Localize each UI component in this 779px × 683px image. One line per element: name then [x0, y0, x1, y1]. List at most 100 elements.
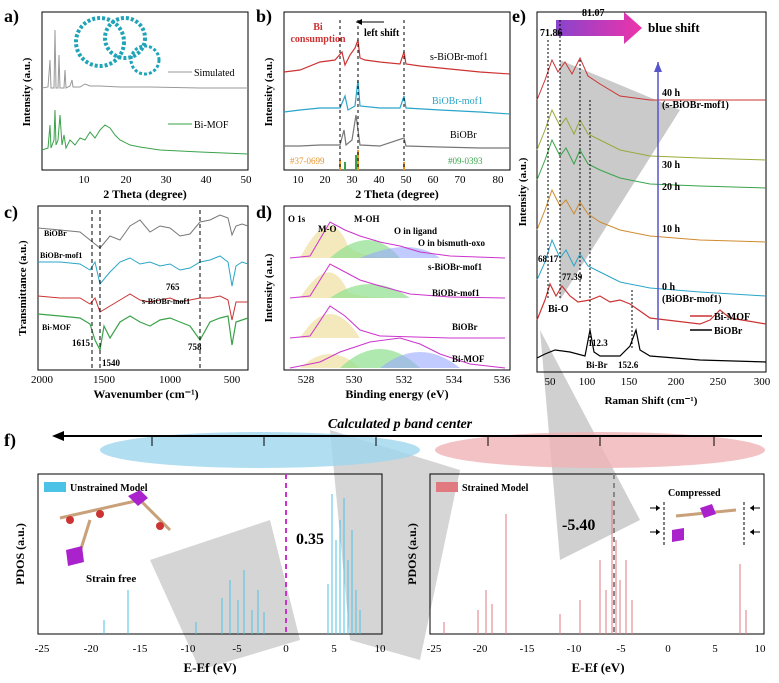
- panel-b: b) Bi consumption left shift s-BiOBr-mof…: [256, 6, 511, 201]
- comp-m-oh: M-OH: [354, 214, 380, 224]
- xps-s-biobr-mof1: [289, 221, 506, 259]
- ref-37-0699: #37-0699: [290, 156, 325, 166]
- molecule-strained: [650, 502, 760, 546]
- svg-text:20: 20: [121, 174, 133, 186]
- time-40h-sample: (s-BiOBr-mof1): [662, 100, 729, 111]
- bond-bi-o: Bi-O: [548, 304, 569, 315]
- panel-a: a) Simulated Bi-MOF 10 20 30 40 50 2 The…: [4, 6, 252, 201]
- peak-765: 765: [166, 282, 180, 292]
- peak-77-39: 77.39: [562, 272, 583, 282]
- raman-40h: [536, 56, 766, 101]
- o1s-label: O 1s: [288, 214, 306, 224]
- peak-1615: 1615: [72, 338, 91, 348]
- pband-value-strained: -5.40: [562, 517, 595, 534]
- panel-c: c) BiOBr BiOBr-mof1 s-BiOBr-mof1 Bi-MOF …: [4, 202, 249, 401]
- panel-b-xticks: 10 20 30 40 50 60 70 80: [293, 174, 505, 186]
- panel-a-xlabel: 2 Theta (degree): [103, 187, 187, 201]
- svg-text:1000: 1000: [159, 374, 182, 386]
- bond-bi-br: Bi-Br: [586, 360, 608, 370]
- legend-biobr-mof1: BiOBr-mof1: [432, 96, 483, 107]
- panel-f-right-ylabel: PDOS (a.u.): [405, 523, 419, 585]
- xps-bimof: [289, 337, 506, 369]
- svg-text:70: 70: [455, 174, 467, 186]
- sample-bimof: Bi-MOF: [452, 354, 485, 364]
- panel-a-label: a): [4, 6, 19, 27]
- svg-text:-10: -10: [567, 643, 582, 655]
- svg-text:532: 532: [396, 374, 413, 386]
- panel-a-ylabel: Intensity (a.u.): [21, 57, 33, 126]
- label-biobr-mof1: BiOBr-mof1: [40, 251, 82, 260]
- simulated-pattern: [41, 29, 248, 89]
- blue-shift-label: blue shift: [648, 20, 700, 35]
- pdos-unstrained: [103, 494, 361, 634]
- peak-68-17: 68.17: [538, 254, 559, 264]
- comp-m-o: M-O: [318, 224, 337, 234]
- label-biobr: BiOBr: [44, 229, 67, 238]
- time-40h: 40 h: [662, 88, 681, 99]
- peak-1540: 1540: [102, 358, 121, 368]
- legend-bimof: Bi-MOF: [194, 120, 229, 131]
- legend-biobr: BiOBr: [450, 130, 477, 141]
- panel-f-left-xlabel: E-Ef (eV): [183, 660, 236, 675]
- svg-text:30: 30: [347, 174, 359, 186]
- bimof-pattern: [41, 109, 249, 155]
- panel-b-xlabel: 2 Theta (degree): [355, 187, 439, 201]
- svg-text:0: 0: [283, 643, 289, 655]
- biobr-mof1-pattern: [283, 79, 511, 115]
- sample-biobr-mof1: BiOBr-mof1: [432, 288, 480, 298]
- time-0h-sample: (BiOBr-mof1): [662, 294, 722, 305]
- bi-consumption-2: consumption: [290, 34, 345, 45]
- raman-biobr: [536, 327, 767, 363]
- panel-c-xticks: 2000 1500 1000 500: [31, 374, 241, 386]
- panel-d-label: d): [256, 202, 272, 223]
- svg-text:40: 40: [201, 174, 213, 186]
- panel-e-xlabel: Raman Shift (cm⁻¹): [605, 395, 698, 407]
- svg-text:-5: -5: [232, 643, 242, 655]
- svg-text:-20: -20: [84, 643, 99, 655]
- panel-f-left-xticks: -25 -20 -15 -10 -5 0 5 10: [35, 643, 386, 655]
- svg-text:528: 528: [298, 374, 315, 386]
- svg-text:-20: -20: [473, 643, 488, 655]
- svg-text:40: 40: [374, 174, 386, 186]
- svg-text:-25: -25: [35, 643, 50, 655]
- comp-o-ligand: O in ligand: [394, 226, 437, 236]
- legend-s-biobr-mof1: s-BiOBr-mof1: [430, 52, 488, 63]
- ftir-biobr-mof1: [38, 255, 249, 287]
- svg-text:-25: -25: [427, 643, 442, 655]
- svg-text:5: 5: [331, 643, 337, 655]
- panel-d-xticks: 528 530 532 534 536: [298, 374, 511, 386]
- raman-bimof: [536, 282, 767, 325]
- sample-biobr: BiOBr: [452, 322, 478, 332]
- svg-text:30: 30: [161, 174, 173, 186]
- ftir-biobr: [37, 214, 249, 249]
- peak-81-07: 81.07: [582, 8, 605, 19]
- sample-s-biobr-mof1: s-BiOBr-mof1: [428, 262, 483, 272]
- legend-strained: Strained Model: [462, 483, 529, 494]
- svg-text:-5: -5: [616, 643, 626, 655]
- svg-text:60: 60: [428, 174, 440, 186]
- label-bimof: Bi-MOF: [42, 323, 71, 332]
- time-30h: 30 h: [662, 160, 681, 171]
- peak-152-6: 152.6: [618, 360, 639, 370]
- compressed-label: Compressed: [668, 488, 721, 499]
- svg-text:534: 534: [446, 374, 463, 386]
- s-biobr-mof1-pattern: [283, 39, 511, 75]
- time-10h: 10 h: [662, 224, 681, 235]
- bi-consumption-1: Bi: [313, 22, 323, 33]
- svg-text:80: 80: [493, 174, 505, 186]
- svg-text:-15: -15: [133, 643, 148, 655]
- pband-value-unstrained: 0.35: [296, 531, 324, 548]
- ref-09-0393: #09-0393: [448, 156, 483, 166]
- panel-f-left-ylabel: PDOS (a.u.): [13, 523, 27, 585]
- molecule-unstrained: [59, 490, 172, 566]
- xps-biobr: [289, 305, 505, 339]
- panel-d-xlabel: Binding energy (eV): [345, 387, 448, 401]
- peak-112-3: 112.3: [588, 338, 608, 348]
- svg-text:-15: -15: [520, 643, 535, 655]
- svg-text:0: 0: [665, 643, 671, 655]
- svg-text:536: 536: [494, 374, 511, 386]
- legend-e-bimof: Bi-MOF: [714, 312, 750, 323]
- panel-b-label: b): [256, 6, 272, 27]
- svg-text:5: 5: [712, 643, 718, 655]
- svg-text:100: 100: [579, 376, 596, 388]
